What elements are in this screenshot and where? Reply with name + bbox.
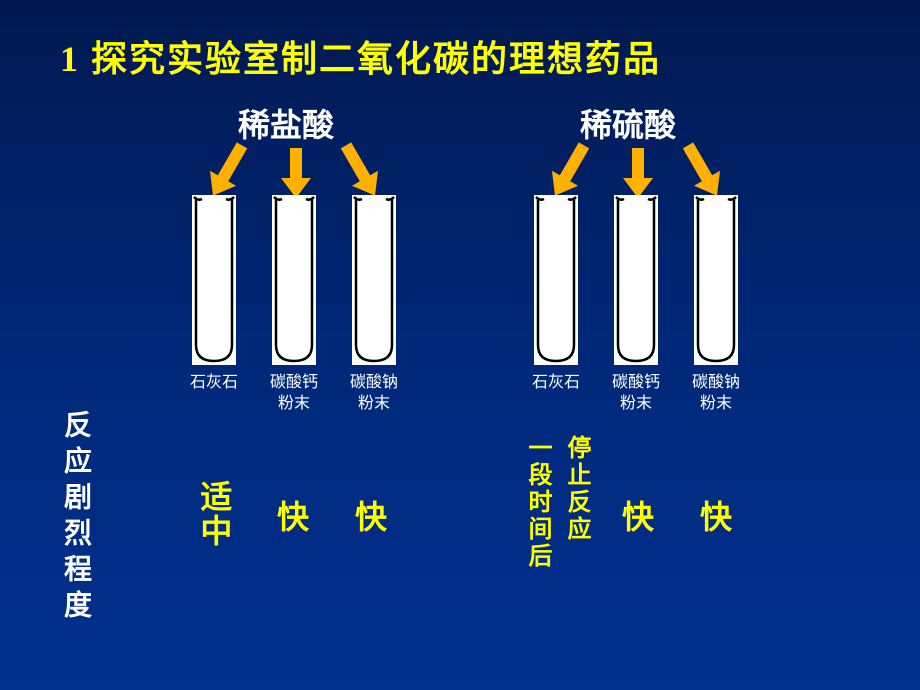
result-label: 快: [277, 498, 309, 536]
test-tube-icon: [614, 195, 658, 365]
left-tube-group: 石灰石 碳酸钙 粉末 碳酸钠 粉末: [190, 195, 398, 415]
tube-item: 碳酸钙 粉末: [612, 195, 660, 415]
acid-right-label: 稀硫酸: [580, 100, 676, 146]
result-label: 快: [355, 498, 387, 536]
arrow-icon: [290, 148, 302, 180]
tube-item: 碳酸钠 粉末: [350, 195, 398, 415]
tube-label: 碳酸钠 粉末: [692, 373, 740, 415]
tube-label: 碳酸钠 粉末: [350, 373, 398, 415]
test-tube-icon: [694, 195, 738, 365]
arrow-icon: [559, 142, 589, 183]
tube-label: 石灰石: [190, 373, 238, 394]
slide-title: 1 探究实验室制二氧化碳的理想药品: [0, 0, 920, 82]
result-label: 适中: [195, 480, 233, 548]
result-special-col2: 停止反应: [559, 435, 594, 570]
tube-item: 碳酸钠 粉末: [692, 195, 740, 415]
arrow-icon: [683, 142, 713, 183]
yaxis-label: 反应剧烈程度: [55, 410, 95, 626]
tube-label: 碳酸钙 粉末: [270, 373, 318, 415]
arrow-icon: [217, 142, 247, 183]
test-tube-icon: [534, 195, 578, 365]
test-tube-icon: [192, 195, 236, 365]
tube-item: 石灰石: [190, 195, 238, 415]
tube-item: 碳酸钙 粉末: [270, 195, 318, 415]
result-special-col1: 一段时间后: [520, 435, 555, 570]
result-label: 快: [622, 498, 654, 536]
tube-item: 石灰石: [532, 195, 580, 415]
tube-label: 石灰石: [532, 373, 580, 394]
right-tube-group: 石灰石 碳酸钙 粉末 碳酸钠 粉末: [532, 195, 740, 415]
tube-label: 碳酸钙 粉末: [612, 373, 660, 415]
result-label: 快: [700, 498, 732, 536]
result-special: 一段时间后 停止反应: [520, 435, 594, 570]
arrow-icon: [341, 142, 371, 183]
test-tube-icon: [352, 195, 396, 365]
arrow-icon: [632, 148, 644, 180]
test-tube-icon: [272, 195, 316, 365]
acid-left-label: 稀盐酸: [238, 100, 334, 146]
